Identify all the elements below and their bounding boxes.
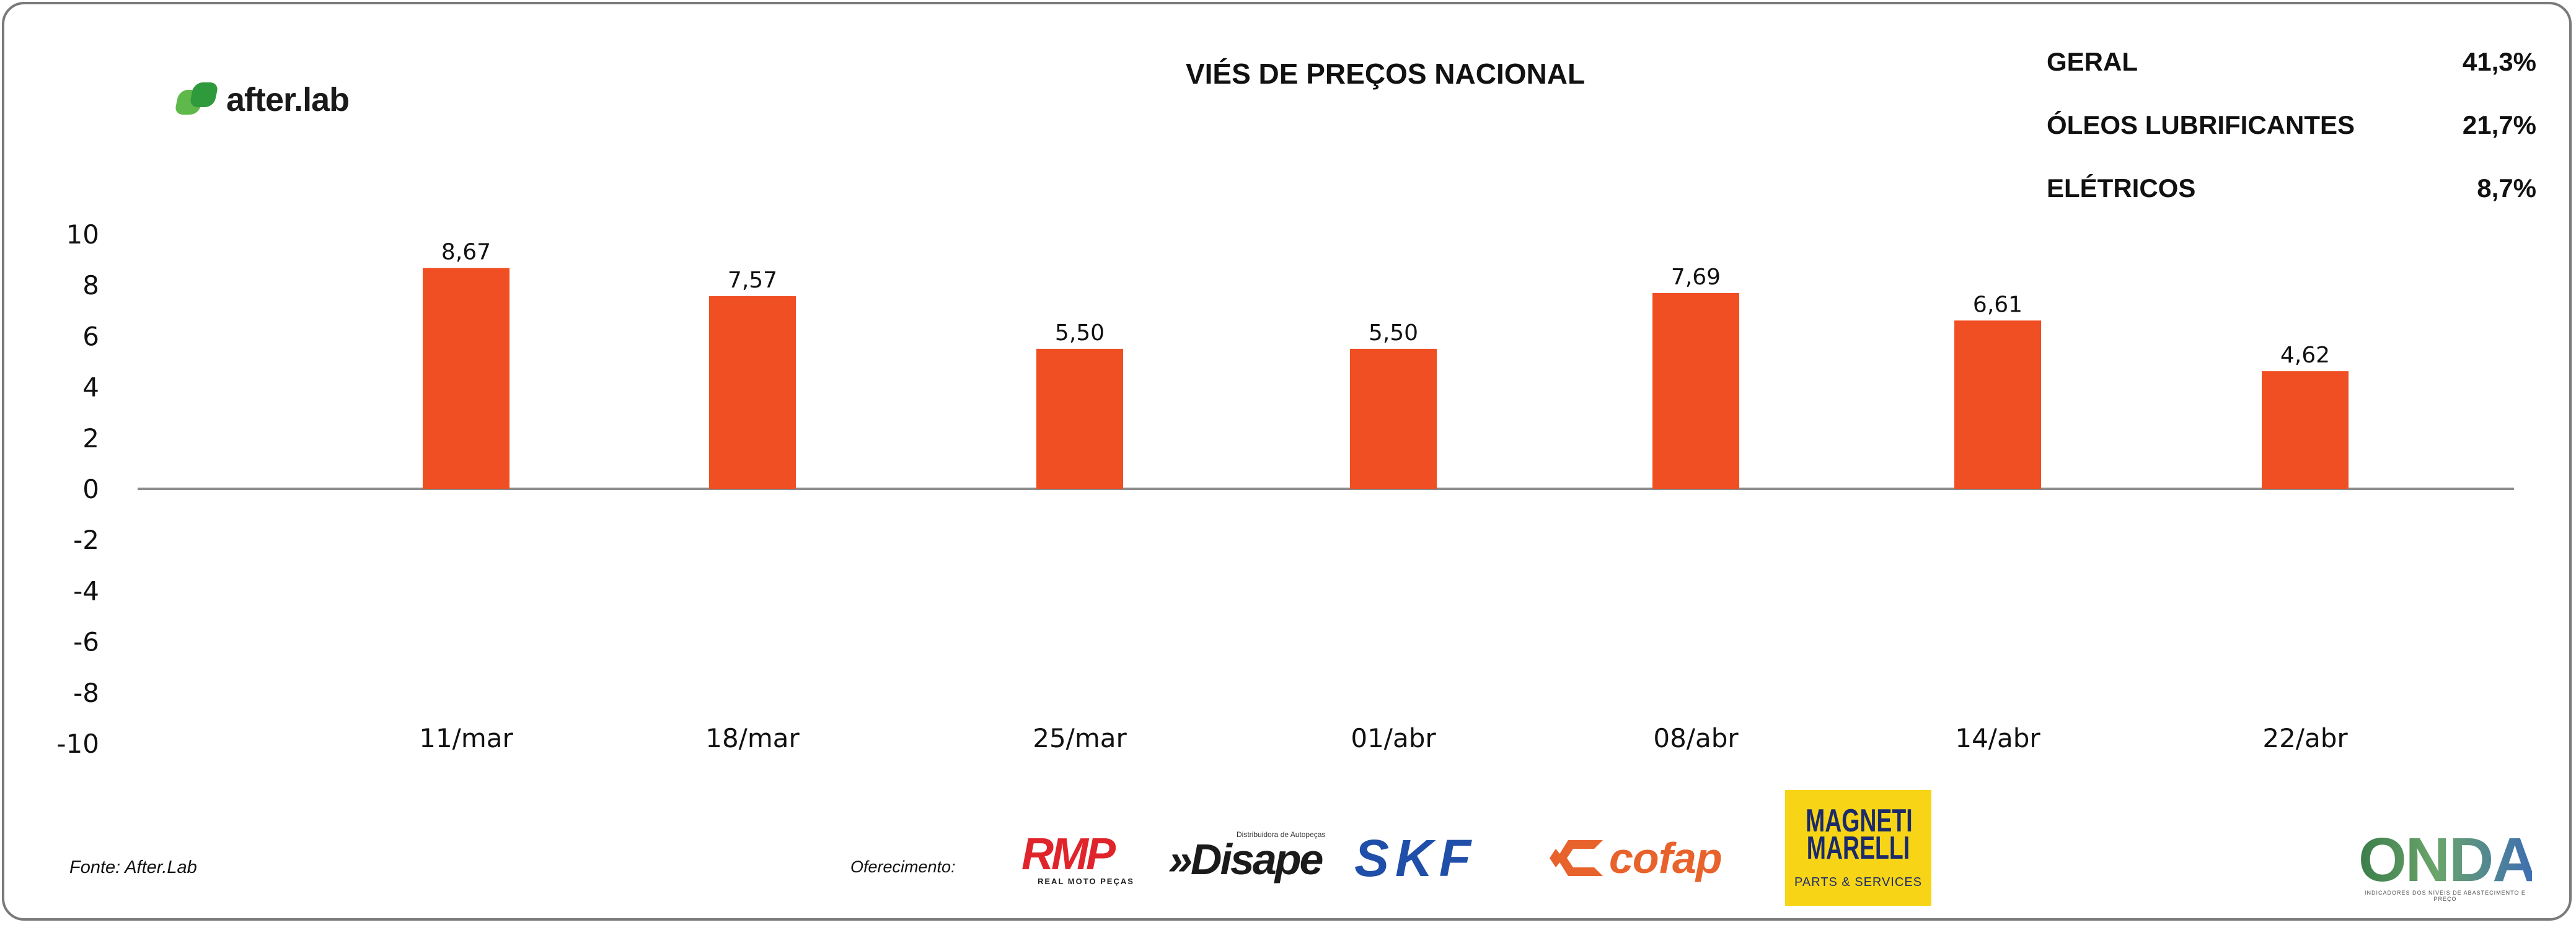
magneti-wordmark: MAGNETI MARELLI [1806, 803, 1913, 866]
magneti-marelli-logo: MAGNETI MARELLI PARTS & SERVICES [1785, 790, 1931, 906]
summary-row-geral: GERAL 41,3% [2047, 47, 2536, 110]
summary-label: GERAL [2047, 47, 2138, 76]
bar-value-label: 5,50 [1369, 320, 1418, 346]
y-tick-label: -8 [73, 678, 99, 708]
y-tick-label: 8 [82, 270, 99, 300]
summary-row-eletricos: ELÉTRICOS 8,7% [2047, 173, 2536, 237]
source-note: Fonte: After.Lab [69, 857, 197, 877]
x-tick-label: 11/mar [419, 723, 513, 753]
bar [1652, 292, 1739, 489]
summary-value: 8,7% [2477, 173, 2536, 203]
rmp-wordmark: RMP [1021, 830, 1116, 879]
summary-label: ÓLEOS LUBRIFICANTES [2047, 110, 2355, 139]
y-tick-label: 6 [82, 321, 99, 351]
bar [1350, 348, 1437, 489]
rmp-logo: RMP REAL MOTO PEÇAS [1021, 830, 1145, 886]
sponsor-label: Oferecimento: [850, 857, 956, 876]
onda-wordmark: ONDA [2358, 825, 2537, 895]
onda-logo: ONDA INDICADORES DOS NÍVEIS DE ABASTECIM… [2358, 825, 2537, 902]
magneti-subtitle: PARTS & SERVICES [1794, 875, 1923, 889]
after-lab-logo: after.lab [174, 81, 350, 119]
skf-logo: SKF [1354, 829, 1477, 887]
y-tick-label: -6 [73, 627, 99, 657]
summary-value: 41,3% [2462, 47, 2536, 76]
x-tick-label: 14/abr [1955, 723, 2040, 753]
bar [2262, 371, 2349, 489]
cofap-wordmark: cofap [1609, 834, 1722, 882]
y-tick-label: 2 [82, 423, 99, 454]
bar [1036, 348, 1123, 489]
cofap-logo: cofap [1550, 833, 1760, 883]
bar-value-label: 6,61 [1973, 292, 2022, 317]
bar-value-label: 8,67 [441, 240, 491, 265]
onda-subtitle: INDICADORES DOS NÍVEIS DE ABASTECIMENTO … [2365, 890, 2526, 902]
y-tick-label: -10 [56, 729, 99, 759]
bar [423, 268, 509, 489]
summary-table: GERAL 41,3% ÓLEOS LUBRIFICANTES 21,7% EL… [2047, 47, 2536, 237]
y-tick-label: -4 [73, 576, 99, 606]
y-tick-label: 4 [82, 372, 99, 403]
bar-value-label: 4,62 [2280, 343, 2330, 368]
x-tick-label: 01/abr [1351, 723, 1436, 753]
summary-label: ELÉTRICOS [2047, 173, 2196, 203]
rmp-subtitle: REAL MOTO PEÇAS [1038, 877, 1134, 886]
x-tick-label: 25/mar [1033, 723, 1127, 753]
bar [1954, 320, 2041, 489]
disape-subtitle: Distribuidora de Autopeças [1237, 830, 1326, 839]
logo-text: after.lab [226, 81, 350, 118]
bar-value-label: 5,50 [1055, 320, 1105, 346]
y-tick-label: -2 [73, 525, 99, 555]
bar-value-label: 7,57 [728, 268, 777, 293]
bar [709, 296, 796, 489]
chart-title: VIÉS DE PREÇOS NACIONAL [1185, 58, 1586, 90]
x-tick-label: 18/mar [705, 723, 800, 753]
cofap-mark-icon [1550, 840, 1603, 876]
summary-row-oleos: ÓLEOS LUBRIFICANTES 21,7% [2047, 110, 2536, 173]
disape-wordmark: »Disape [1168, 835, 1323, 883]
disape-logo: Distribuidora de Autopeças »Disape [1168, 830, 1336, 883]
y-tick-label: 10 [66, 219, 99, 250]
x-tick-label: 08/abr [1653, 723, 1739, 753]
bar-value-label: 7,69 [1671, 265, 1721, 290]
x-tick-label: 22/abr [2262, 723, 2348, 753]
y-tick-label: 0 [82, 474, 99, 504]
summary-value: 21,7% [2462, 110, 2536, 139]
